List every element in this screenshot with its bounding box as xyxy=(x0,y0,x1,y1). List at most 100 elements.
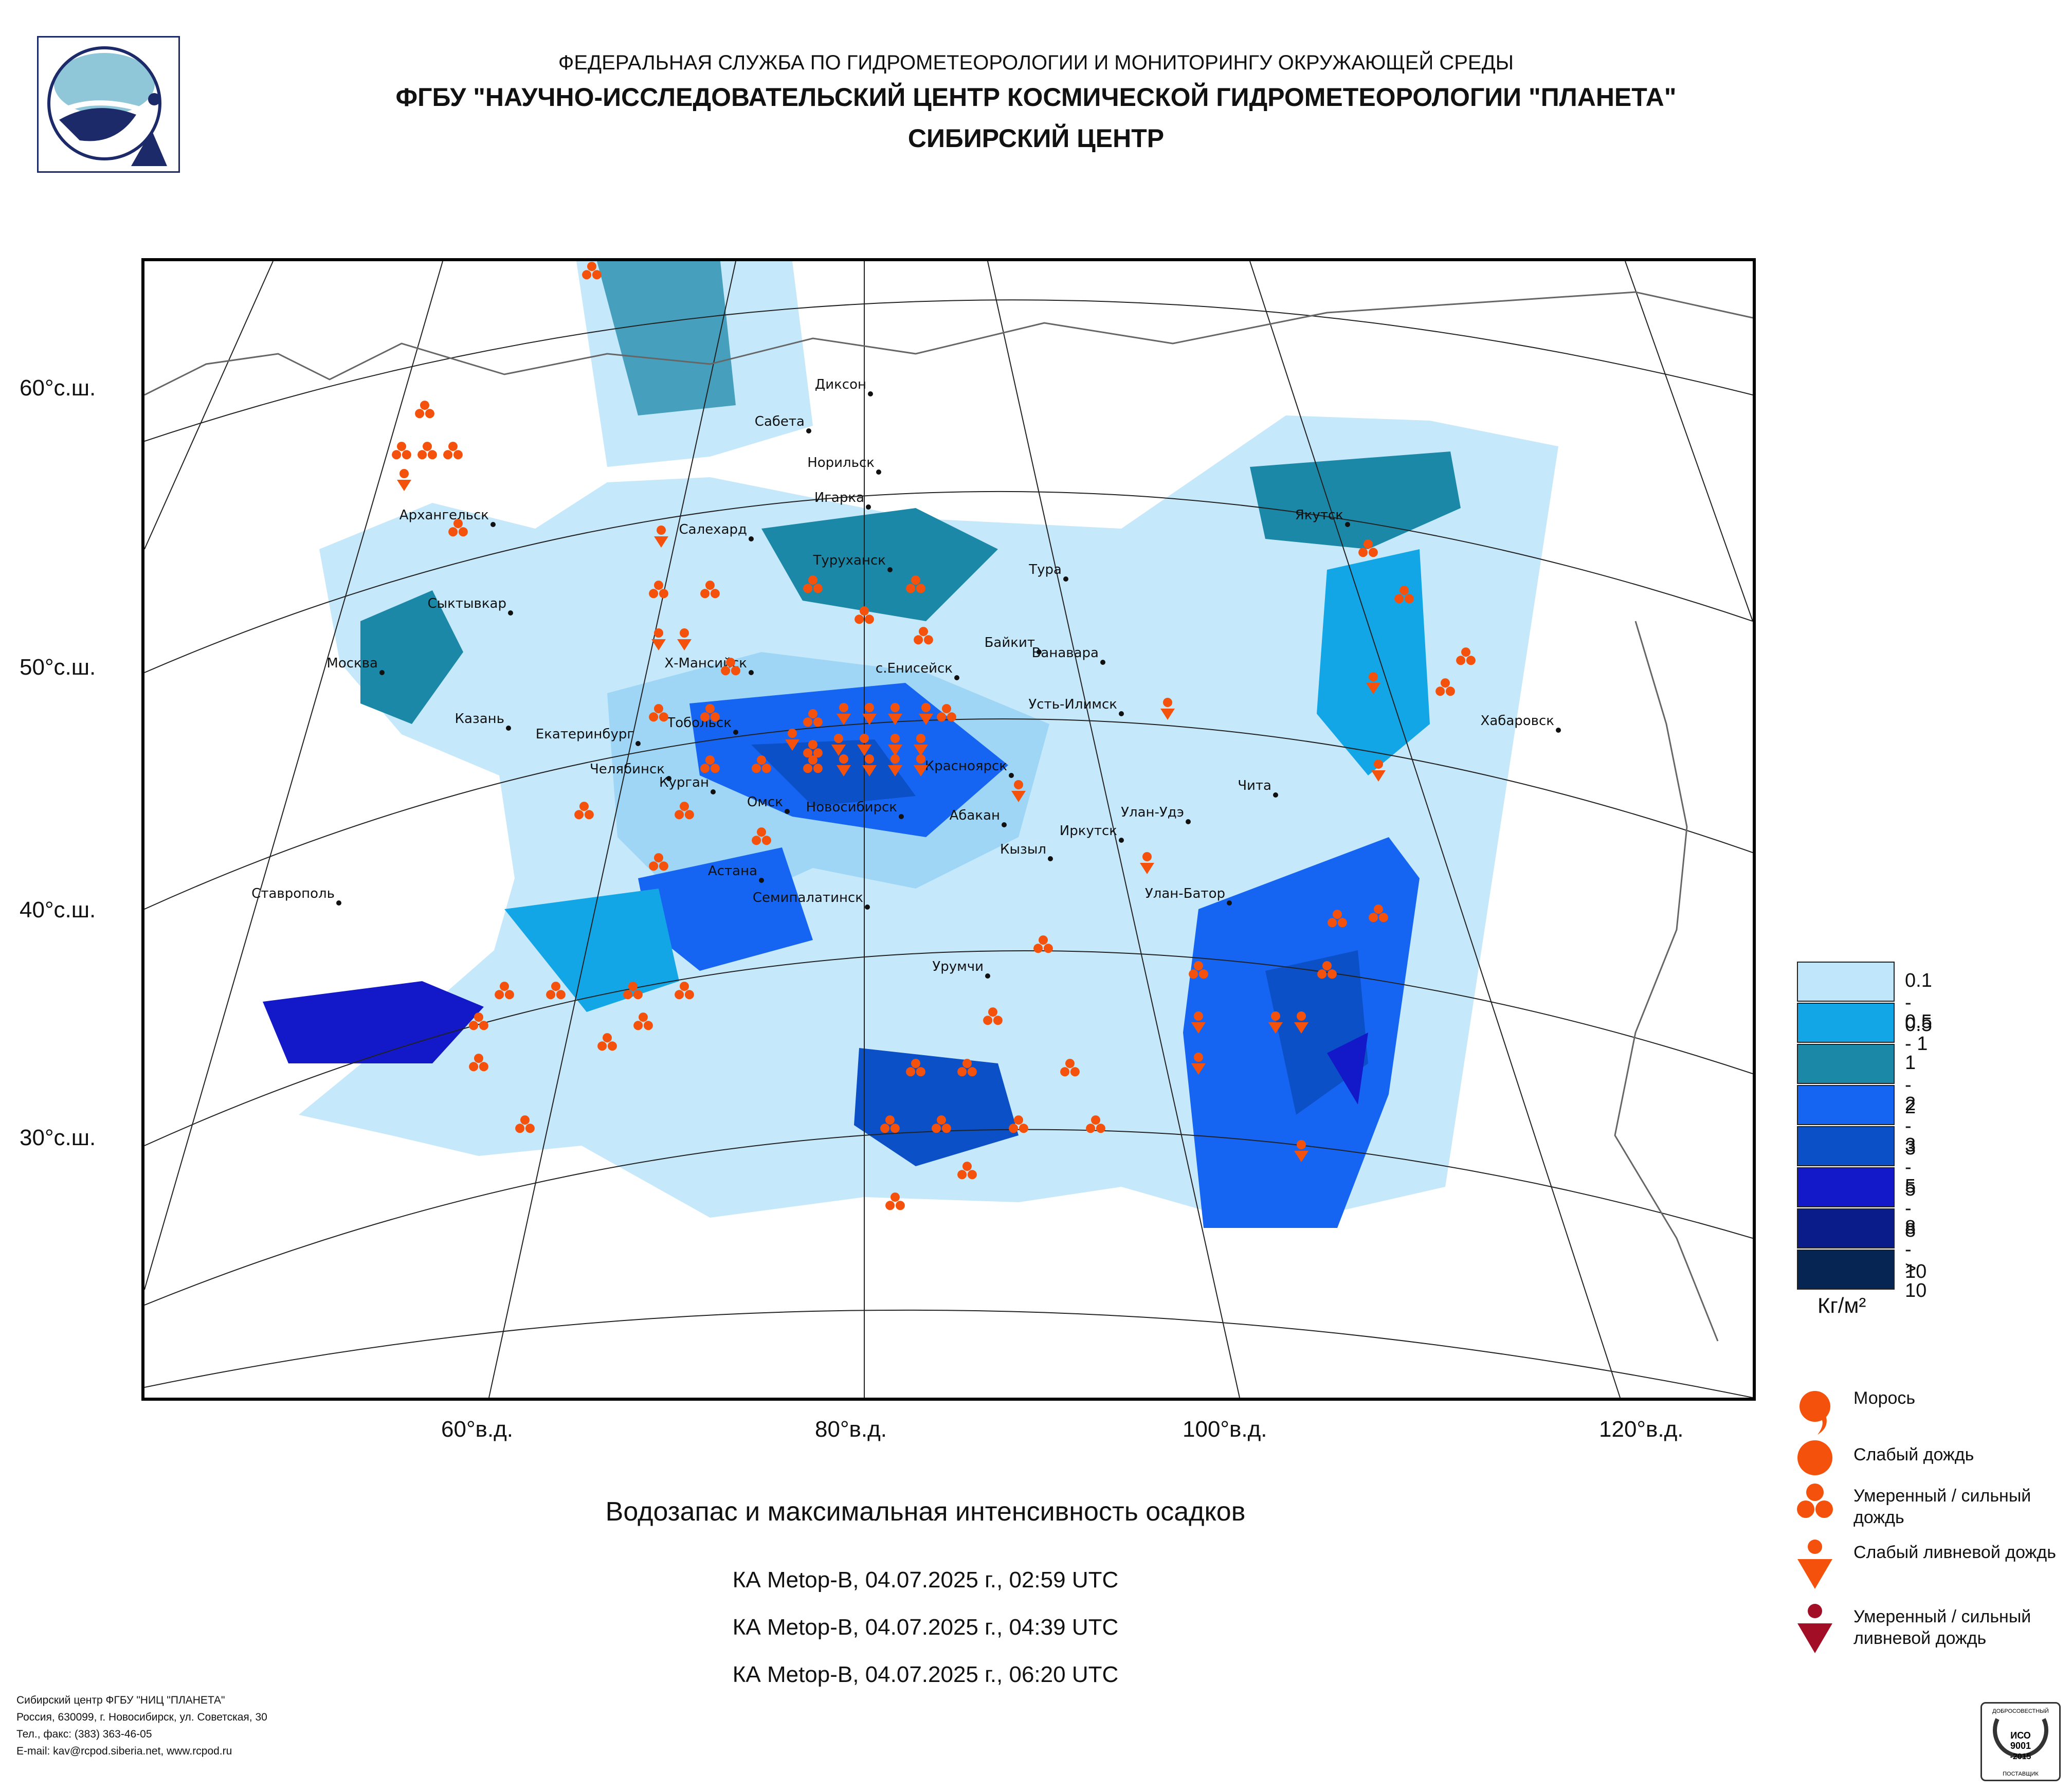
legend-class-label: 1 - 2 xyxy=(1905,1052,1916,1118)
moderate-rain-symbol xyxy=(721,658,740,676)
moderate-rain-symbol xyxy=(675,802,694,820)
light-shower-symbol xyxy=(1160,698,1175,720)
legend-class-label: 5 - 8 xyxy=(1905,1175,1916,1241)
legend-unit: Кг/м² xyxy=(1817,1293,1866,1317)
legend-class-label: 0.1 - 0.5 xyxy=(1905,970,1932,1036)
city-dot xyxy=(1009,773,1014,778)
lat-label-40: 40°с.ш. xyxy=(20,897,96,922)
footer-line: E-mail: kav@rcpod.siberia.net, www.rcpod… xyxy=(16,1745,232,1757)
light-shower-symbol xyxy=(862,703,877,725)
moderate-rain-symbol xyxy=(495,982,514,1000)
center-name: СИБИРСКИЙ ЦЕНТР xyxy=(907,124,1165,153)
legend-swatch xyxy=(1797,1044,1895,1084)
city-label: Тобольск xyxy=(666,715,732,731)
city-dot xyxy=(1063,576,1068,582)
city-dot xyxy=(899,814,904,819)
city-label: Сыктывкар xyxy=(427,596,506,611)
city-label: Салехард xyxy=(679,522,747,537)
lon-label-100: 100°в.д. xyxy=(1183,1417,1267,1442)
light-shower-symbol xyxy=(1294,1140,1308,1162)
light-shower-symbol xyxy=(1011,780,1026,802)
iso-l2: 9001 xyxy=(2010,1741,2031,1751)
city-dot xyxy=(1100,660,1105,665)
moderate-rain-symbol xyxy=(515,1115,535,1133)
moderate-rain-symbol xyxy=(752,827,771,845)
city-dot xyxy=(876,469,881,475)
drizzle-icon xyxy=(1794,1383,1846,1442)
light-shower-symbol xyxy=(888,734,902,756)
light-shower-symbol xyxy=(397,469,411,491)
city-dot xyxy=(749,670,754,675)
city-dot xyxy=(1037,649,1042,655)
moderate-rain-symbol xyxy=(700,581,720,599)
city-label: Тура xyxy=(1028,562,1062,577)
iso-top-text: ДОБРОСОВЕСТНЫЙ xyxy=(1992,1708,2049,1714)
light-shower-symbol xyxy=(837,754,851,776)
lon-label-80: 80°в.д. xyxy=(815,1417,887,1442)
light-shower-symbol xyxy=(1191,1053,1206,1075)
light-shower-symbol xyxy=(888,754,902,776)
legend-swatch xyxy=(1797,1208,1895,1249)
city-label: Москва xyxy=(326,656,378,671)
light-shower-symbol xyxy=(1268,1011,1283,1034)
city-dot xyxy=(508,610,513,616)
city-label: Новосибирск xyxy=(806,800,897,815)
moderate-rain-symbol xyxy=(906,1059,925,1077)
city-dot xyxy=(868,391,873,396)
city-dot xyxy=(506,726,511,731)
symbol-legend-label: Слабый ливневой дождь xyxy=(1853,1543,2056,1562)
moderate-rain-symbol xyxy=(623,982,643,1000)
city-label: Архангельск xyxy=(399,508,489,523)
legend-swatch xyxy=(1797,1003,1895,1043)
moderate-rain-symbol xyxy=(443,442,463,460)
light-shower-symbol xyxy=(1294,1011,1308,1034)
moderate-rain-symbol xyxy=(906,575,925,593)
light-shower-symbol xyxy=(651,628,666,650)
city-label: Диксон xyxy=(815,377,866,392)
footer-line: Тел., факс: (383) 363-46-05 xyxy=(16,1728,152,1740)
precipitation-symbols xyxy=(392,262,1476,1210)
city-dot xyxy=(1273,792,1278,798)
moderate-rain-symbol xyxy=(675,982,694,1000)
moderate-rain-symbol xyxy=(700,704,720,722)
city-dot xyxy=(1186,819,1191,824)
city-dot xyxy=(1048,856,1053,861)
city-dot xyxy=(379,670,385,675)
moderate-rain-symbol xyxy=(957,1162,977,1180)
city-dot xyxy=(954,675,959,680)
iso-l1: ИСО xyxy=(2010,1730,2031,1741)
moderate-rain-symbol xyxy=(392,442,411,460)
city-label: Хабаровск xyxy=(1481,713,1554,729)
light-shower-symbol xyxy=(914,734,928,756)
city-label: Норильск xyxy=(807,455,875,471)
footer-contacts: Сибирский центр ФГБУ "НИЦ "ПЛАНЕТА" Росс… xyxy=(16,1692,267,1760)
city-dot xyxy=(1345,522,1350,527)
city-dot xyxy=(1002,822,1007,827)
moderate-rain-symbol xyxy=(1328,910,1347,928)
lon-label-120: 120°в.д. xyxy=(1599,1417,1684,1442)
coastline xyxy=(144,291,1753,1342)
city-label: Улан-Батор xyxy=(1145,886,1225,901)
city-label: Ставрополь xyxy=(251,886,335,901)
moderate-rain-symbol xyxy=(803,755,823,773)
city-dot xyxy=(711,789,716,794)
moderate-rain-symbol xyxy=(649,853,668,871)
moderate-rain-symbol xyxy=(649,581,668,599)
light-shower-symbol xyxy=(1140,852,1154,874)
light-shower-icon xyxy=(1794,1537,1846,1597)
heavy-shower-icon xyxy=(1794,1602,1846,1661)
moderate-rain-symbol xyxy=(752,755,771,773)
city-label: Екатеринбург xyxy=(536,727,634,742)
city-label: Абакан xyxy=(950,808,1000,823)
city-label: Сабета xyxy=(755,414,805,429)
city-dot xyxy=(1119,838,1124,843)
city-dot xyxy=(759,878,764,883)
iso-bottom-text: ПОСТАВЩИК xyxy=(2003,1771,2039,1777)
moderate-rain-symbol xyxy=(448,519,468,537)
city-label: Семипалатинск xyxy=(753,890,863,906)
legend-class-label: 3 - 5 xyxy=(1905,1134,1916,1200)
moderate-rain-symbol xyxy=(417,442,437,460)
city-label: Улан-Удэ xyxy=(1121,805,1184,820)
light-shower-symbol xyxy=(837,703,851,725)
legend-class-label: > 10 xyxy=(1905,1258,1927,1301)
